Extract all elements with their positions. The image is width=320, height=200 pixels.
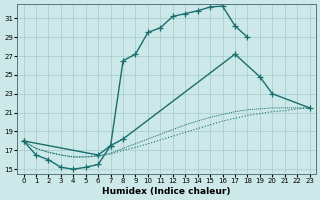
X-axis label: Humidex (Indice chaleur): Humidex (Indice chaleur) bbox=[102, 187, 231, 196]
